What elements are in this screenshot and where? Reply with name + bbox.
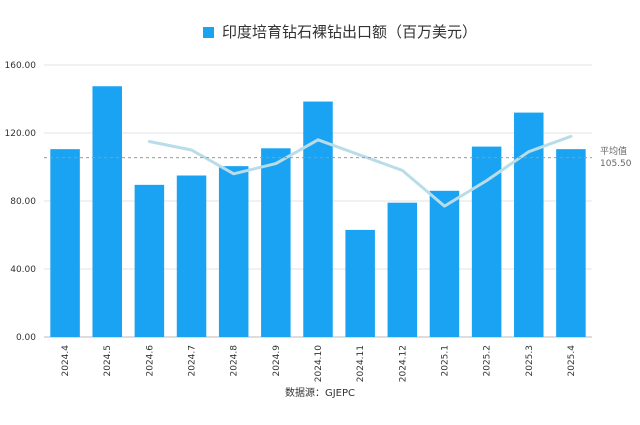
x-tick-label: 2025.1	[440, 345, 450, 377]
bar	[514, 112, 544, 337]
bars	[50, 86, 586, 337]
trend-line-group	[147, 134, 573, 208]
x-tick-label: 2024.9	[272, 345, 282, 377]
bar	[556, 149, 586, 337]
x-axis-labels: 2024.4 2024.5 2024.6 2024.7 2024.8 2024.9 2024…	[61, 345, 577, 382]
y-tick-label: 80.00	[10, 197, 36, 207]
bar	[50, 149, 80, 337]
bar	[429, 190, 460, 337]
x-tick-label: 2024.6	[145, 345, 155, 377]
x-tick-label: 2024.7	[188, 345, 198, 377]
bar	[218, 166, 249, 337]
bar	[387, 202, 418, 337]
source-note: 数据源：GJEPC	[285, 386, 355, 399]
x-tick-label: 2024.4	[61, 345, 71, 377]
average-line-group: 平均值 105.50	[44, 145, 632, 169]
x-tick-label: 2024.11	[356, 345, 366, 382]
bar	[471, 146, 502, 337]
x-tick-label: 2025.2	[483, 345, 493, 377]
x-tick-label: 2024.12	[398, 345, 408, 382]
x-tick-label: 2024.10	[314, 345, 324, 382]
bar	[92, 86, 122, 337]
legend: 印度培育钻石裸钻出口额（百万美元）	[203, 23, 477, 41]
x-tick-label: 2024.5	[103, 345, 113, 377]
average-value: 105.50	[600, 159, 632, 169]
y-axis-labels: 0.00 40.00 80.00 120.00 160.00	[5, 61, 37, 343]
chart-title: 印度培育钻石裸钻出口额（百万美元）	[222, 23, 477, 41]
bar	[261, 148, 291, 337]
bar	[303, 101, 333, 337]
x-tick-label: 2025.3	[525, 345, 535, 377]
y-tick-label: 40.00	[10, 265, 36, 275]
y-tick-label: 120.00	[5, 129, 37, 139]
y-tick-label: 160.00	[5, 61, 37, 71]
average-label: 平均值	[600, 145, 627, 157]
bar	[134, 184, 165, 337]
y-tick-label: 0.00	[16, 333, 36, 343]
bar	[345, 229, 375, 337]
x-tick-label: 2024.8	[230, 345, 240, 377]
x-tick-label: 2025.4	[567, 345, 577, 377]
legend-swatch	[203, 27, 214, 38]
trend-line	[147, 134, 573, 208]
bar	[176, 175, 207, 337]
